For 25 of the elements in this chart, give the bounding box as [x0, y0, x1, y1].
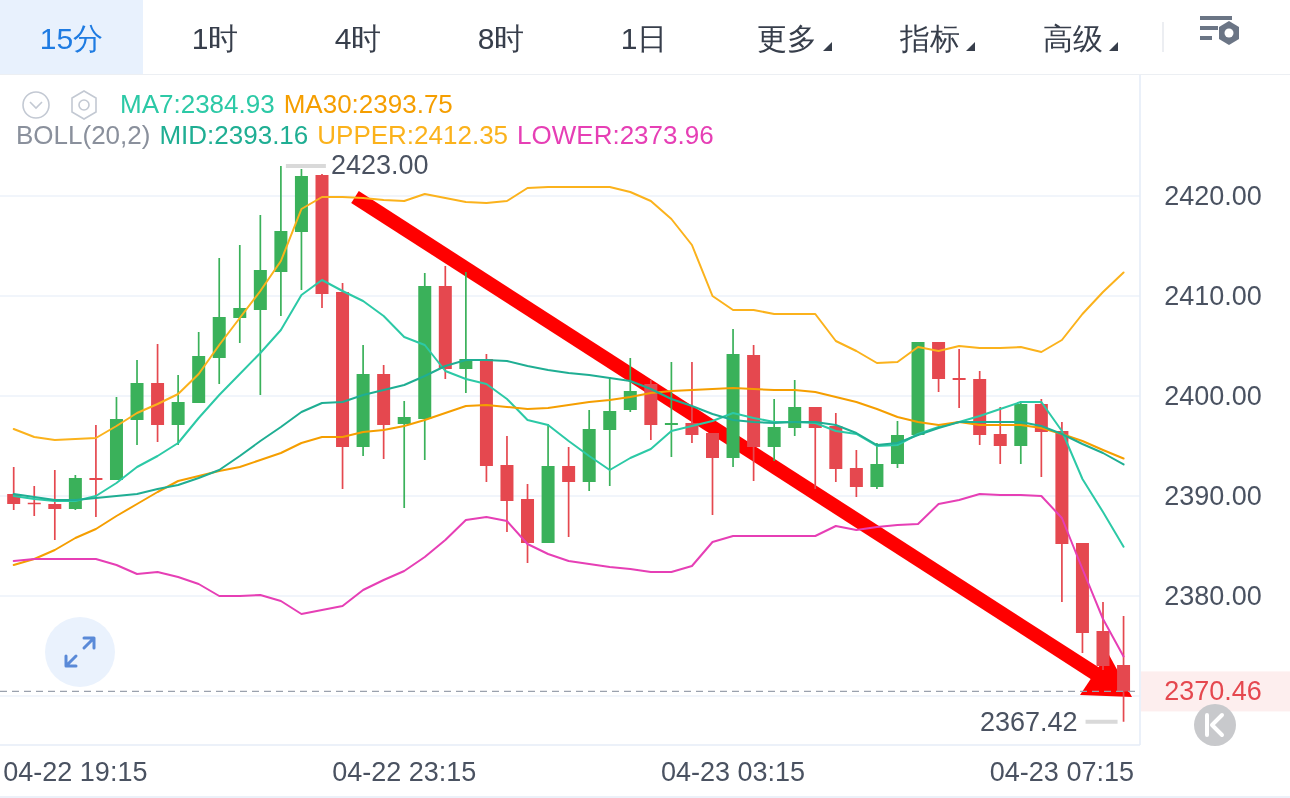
- x-tick-label: 04-22 19:15: [3, 756, 148, 787]
- x-tick-label: 04-23 03:15: [660, 756, 806, 787]
- annotation: 2367.42: [979, 706, 1078, 737]
- y-tick-label: 2380.00: [1164, 581, 1262, 611]
- text: 高级: [1043, 21, 1103, 55]
- text: 更多: [757, 21, 817, 55]
- y-tick-label: 2420.00: [1164, 181, 1262, 211]
- legend: MA7:2384.93 MA30:2393.75: [120, 89, 453, 119]
- note: 2367.42: [979, 706, 1118, 737]
- text: 指标: [899, 21, 960, 55]
- annotation: 2423.00: [330, 150, 429, 180]
- text: 1日: [620, 21, 668, 55]
- x-tick-label: 04-22 23:15: [332, 756, 477, 787]
- text: 8时: [477, 21, 525, 55]
- y-tick-label: 2400.00: [1164, 381, 1262, 411]
- legend: BOLL(20,2) MID:2393.16 UPPER:2412.35 LOWER:2373.96: [16, 120, 714, 150]
- text: 4时: [334, 21, 382, 55]
- chart-title: 15分: [39, 21, 104, 55]
- annotation: 2370.46: [1164, 676, 1262, 707]
- y-tick-label: 2410.00: [1164, 281, 1262, 311]
- note: 2370.46: [1141, 671, 1290, 712]
- x-tick-label: 04-23 07:15: [989, 756, 1134, 787]
- note: 2423.00: [285, 150, 429, 180]
- y-tick-label: 2390.00: [1164, 481, 1262, 511]
- text: 1时: [191, 21, 239, 55]
